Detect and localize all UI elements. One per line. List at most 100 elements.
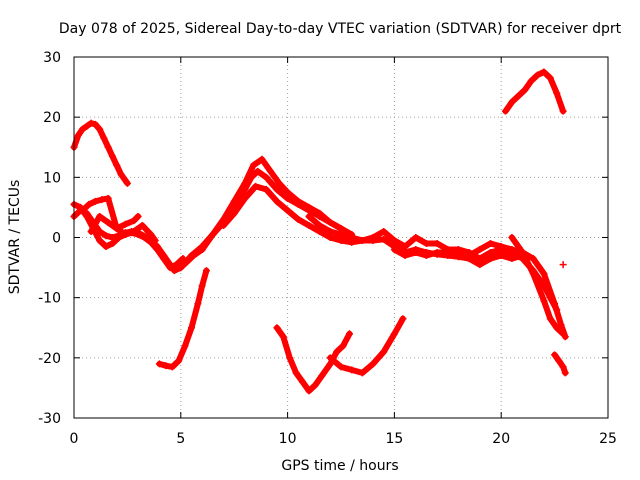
data-point xyxy=(147,230,155,238)
y-tick-label: -10 xyxy=(38,291,61,307)
data-point xyxy=(559,107,567,115)
x-tick-label: 15 xyxy=(385,431,403,447)
data-point xyxy=(559,330,567,338)
data-point xyxy=(130,217,138,225)
data-point xyxy=(262,185,270,193)
data-point xyxy=(390,330,398,338)
data-point xyxy=(553,324,561,332)
data-point xyxy=(258,155,266,163)
data-point xyxy=(497,243,505,251)
data-point xyxy=(121,220,129,228)
data-point xyxy=(230,209,238,217)
data-point xyxy=(369,234,377,241)
data-point xyxy=(115,234,123,241)
data-point xyxy=(444,249,452,257)
series-s10 xyxy=(273,324,354,395)
series-s16 xyxy=(508,234,567,338)
data-point xyxy=(275,179,283,187)
series-s5 xyxy=(87,212,159,245)
data-point xyxy=(508,234,516,241)
data-point xyxy=(465,252,473,260)
data-point xyxy=(546,315,554,323)
series-trace xyxy=(370,228,515,262)
data-point xyxy=(553,89,561,97)
data-point xyxy=(487,240,495,248)
data-point xyxy=(316,227,324,235)
data-point xyxy=(273,324,281,332)
data-point xyxy=(91,197,99,205)
data-point xyxy=(401,252,409,260)
data-point xyxy=(358,237,366,245)
data-point xyxy=(521,86,529,94)
data-point xyxy=(534,71,542,79)
data-point xyxy=(198,282,206,290)
data-point xyxy=(91,120,99,128)
data-point xyxy=(162,362,170,370)
data-point xyxy=(540,68,548,76)
data-point xyxy=(140,234,148,241)
data-point xyxy=(83,212,91,220)
data-point xyxy=(318,372,326,380)
data-point xyxy=(433,249,441,257)
data-point xyxy=(348,366,356,374)
data-point xyxy=(305,212,313,220)
x-tick-label: 10 xyxy=(279,431,297,447)
data-point xyxy=(249,161,257,169)
data-point xyxy=(557,321,565,329)
data-point xyxy=(220,221,228,229)
data-point xyxy=(401,243,409,251)
data-point xyxy=(305,221,313,229)
data-point xyxy=(252,182,260,190)
data-point xyxy=(160,255,168,263)
data-point xyxy=(380,235,388,243)
data-point xyxy=(181,342,189,350)
data-point xyxy=(130,227,138,235)
data-point xyxy=(87,227,95,235)
data-point xyxy=(108,152,116,160)
data-point xyxy=(284,188,292,196)
data-point xyxy=(117,170,125,178)
data-point xyxy=(399,315,407,323)
data-point xyxy=(96,237,104,245)
x-axis-label: GPS time / hours xyxy=(281,458,398,474)
data-point xyxy=(294,197,302,205)
series-s4 xyxy=(79,194,142,232)
data-point xyxy=(380,227,388,235)
data-point xyxy=(173,261,181,269)
data-point xyxy=(540,297,548,305)
data-point xyxy=(337,237,345,245)
data-point xyxy=(348,234,356,241)
data-point xyxy=(262,173,270,181)
data-point xyxy=(108,240,116,248)
data-point xyxy=(267,167,275,175)
data-point xyxy=(202,267,210,275)
series-s6 xyxy=(155,267,210,371)
y-tick-label: 0 xyxy=(52,231,61,247)
data-point xyxy=(487,249,495,257)
data-point xyxy=(74,131,82,139)
data-point xyxy=(96,125,104,133)
series-trace xyxy=(551,351,569,376)
y-tick-label: -30 xyxy=(38,411,61,427)
series-s17 xyxy=(501,68,567,115)
data-point xyxy=(559,363,567,371)
data-point xyxy=(187,252,195,260)
data-point xyxy=(326,218,334,226)
data-point xyxy=(412,234,420,241)
data-point xyxy=(273,185,281,193)
data-point xyxy=(79,125,87,133)
data-point xyxy=(559,261,567,269)
data-point xyxy=(501,107,509,115)
data-point xyxy=(254,167,262,175)
x-tick-label: 5 xyxy=(176,431,185,447)
series-s11 xyxy=(326,315,407,377)
axis-ticks: 0 5 10 15 20 25 -30 -20 -10 0 10 20 30 xyxy=(38,50,617,447)
data-point xyxy=(85,200,93,208)
data-point xyxy=(311,381,319,389)
data-point xyxy=(151,237,159,245)
data-point xyxy=(380,348,388,356)
data-point xyxy=(422,240,430,248)
data-point xyxy=(155,360,163,368)
data-point xyxy=(123,179,131,187)
series-trace xyxy=(273,324,353,394)
